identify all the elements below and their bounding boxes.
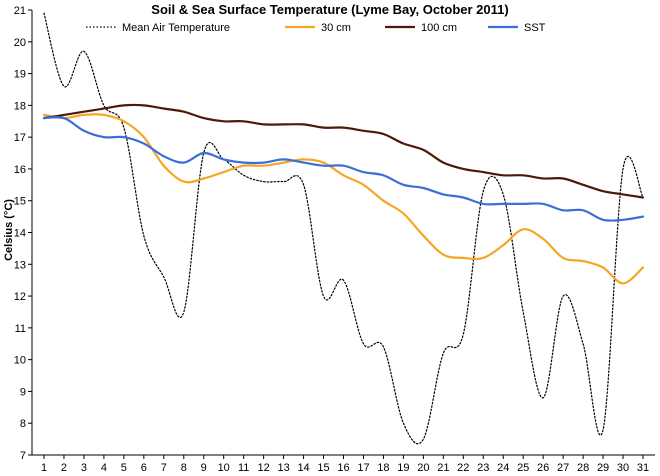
- x-tick-label: 9: [201, 462, 207, 474]
- x-tick-label: 26: [537, 462, 549, 474]
- x-tick-label: 21: [437, 462, 449, 474]
- y-tick-label: 21: [14, 5, 26, 17]
- series-line-sst: [42, 116, 645, 222]
- x-tick-label: 14: [297, 462, 309, 474]
- x-tick-label: 29: [597, 462, 609, 474]
- series-line-mean-air-temperature: [43, 12, 644, 445]
- y-tick-label: 8: [20, 418, 26, 430]
- y-tick-label: 20: [14, 37, 26, 49]
- y-tick-label: 19: [14, 69, 26, 81]
- y-tick-label: 7: [20, 450, 26, 462]
- legend-label: 30 cm: [321, 22, 351, 34]
- x-tick-label: 15: [317, 462, 329, 474]
- legend-label: Mean Air Temperature: [122, 22, 230, 34]
- x-tick-label: 1: [41, 462, 47, 474]
- series-line-30-cm: [42, 113, 645, 285]
- x-tick-label: 13: [277, 462, 289, 474]
- x-tick-label: 12: [258, 462, 270, 474]
- y-tick-label: 17: [14, 132, 26, 144]
- x-tick-label: 5: [121, 462, 127, 474]
- y-tick-label: 14: [14, 228, 26, 240]
- x-tick-label: 8: [181, 462, 187, 474]
- legend-label: 100 cm: [421, 22, 457, 34]
- x-tick-label: 10: [218, 462, 230, 474]
- series-line-100-cm: [42, 103, 645, 199]
- y-tick-label: 12: [14, 291, 26, 303]
- legend: Mean Air Temperature 30 cm 100 cm SST: [86, 22, 546, 34]
- y-tick-label: 16: [14, 164, 26, 176]
- x-tick-label: 27: [557, 462, 569, 474]
- x-tick-label: 3: [81, 462, 87, 474]
- x-tick-label: 30: [617, 462, 629, 474]
- x-tick-label: 25: [517, 462, 529, 474]
- x-tick-label: 28: [577, 462, 589, 474]
- x-tick-label: 2: [61, 462, 67, 474]
- chart-title: Soil & Sea Surface Temperature (Lyme Bay…: [151, 2, 508, 17]
- x-tick-label: 31: [637, 462, 649, 474]
- x-tick-label: 22: [457, 462, 469, 474]
- x-tick-label: 4: [101, 462, 107, 474]
- x-tick-label: 20: [417, 462, 429, 474]
- y-tick-label: 15: [14, 196, 26, 208]
- x-tick-label: 18: [377, 462, 389, 474]
- x-tick-label: 16: [337, 462, 349, 474]
- y-tick-label: 9: [20, 386, 26, 398]
- x-tick-label: 7: [161, 462, 167, 474]
- x-tick-label: 17: [357, 462, 369, 474]
- x-tick-label: 24: [497, 462, 509, 474]
- x-tick-label: 6: [141, 462, 147, 474]
- y-tick-label: 13: [14, 259, 26, 271]
- y-axis-label: Celsius (°C): [3, 199, 15, 261]
- y-tick-label: 18: [14, 100, 26, 112]
- x-tick-label: 23: [477, 462, 489, 474]
- legend-label: SST: [524, 22, 546, 34]
- x-tick-label: 19: [397, 462, 409, 474]
- y-tick-label: 10: [14, 355, 26, 367]
- y-tick-label: 11: [15, 323, 26, 335]
- x-tick-label: 11: [238, 462, 249, 474]
